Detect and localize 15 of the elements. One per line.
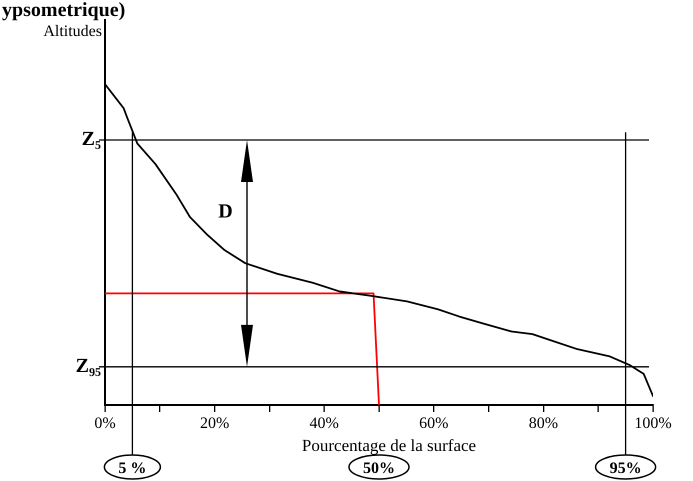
chart-title: ypsometrique): [2, 0, 126, 22]
ref-line-label: 5 %: [118, 460, 146, 478]
text: 50%: [363, 460, 395, 478]
x-axis-title: Pourcentage de la surface: [302, 436, 476, 455]
ref-line-label: 95%: [610, 460, 642, 478]
x-tick-label: 0%: [94, 414, 116, 432]
x-tick-label: 80%: [528, 414, 558, 432]
x-tick-label: 40%: [310, 414, 339, 432]
x-tick-label: 60%: [419, 414, 448, 432]
x-tick-label: 100%: [634, 414, 672, 432]
ref-line-label: Z₅: [82, 128, 101, 150]
y-axis-title: Altitudes: [43, 23, 102, 40]
ref-line-label: Z₉₅: [76, 354, 101, 377]
annotation: D: [218, 200, 233, 223]
x-tick-label: 20%: [200, 414, 230, 432]
